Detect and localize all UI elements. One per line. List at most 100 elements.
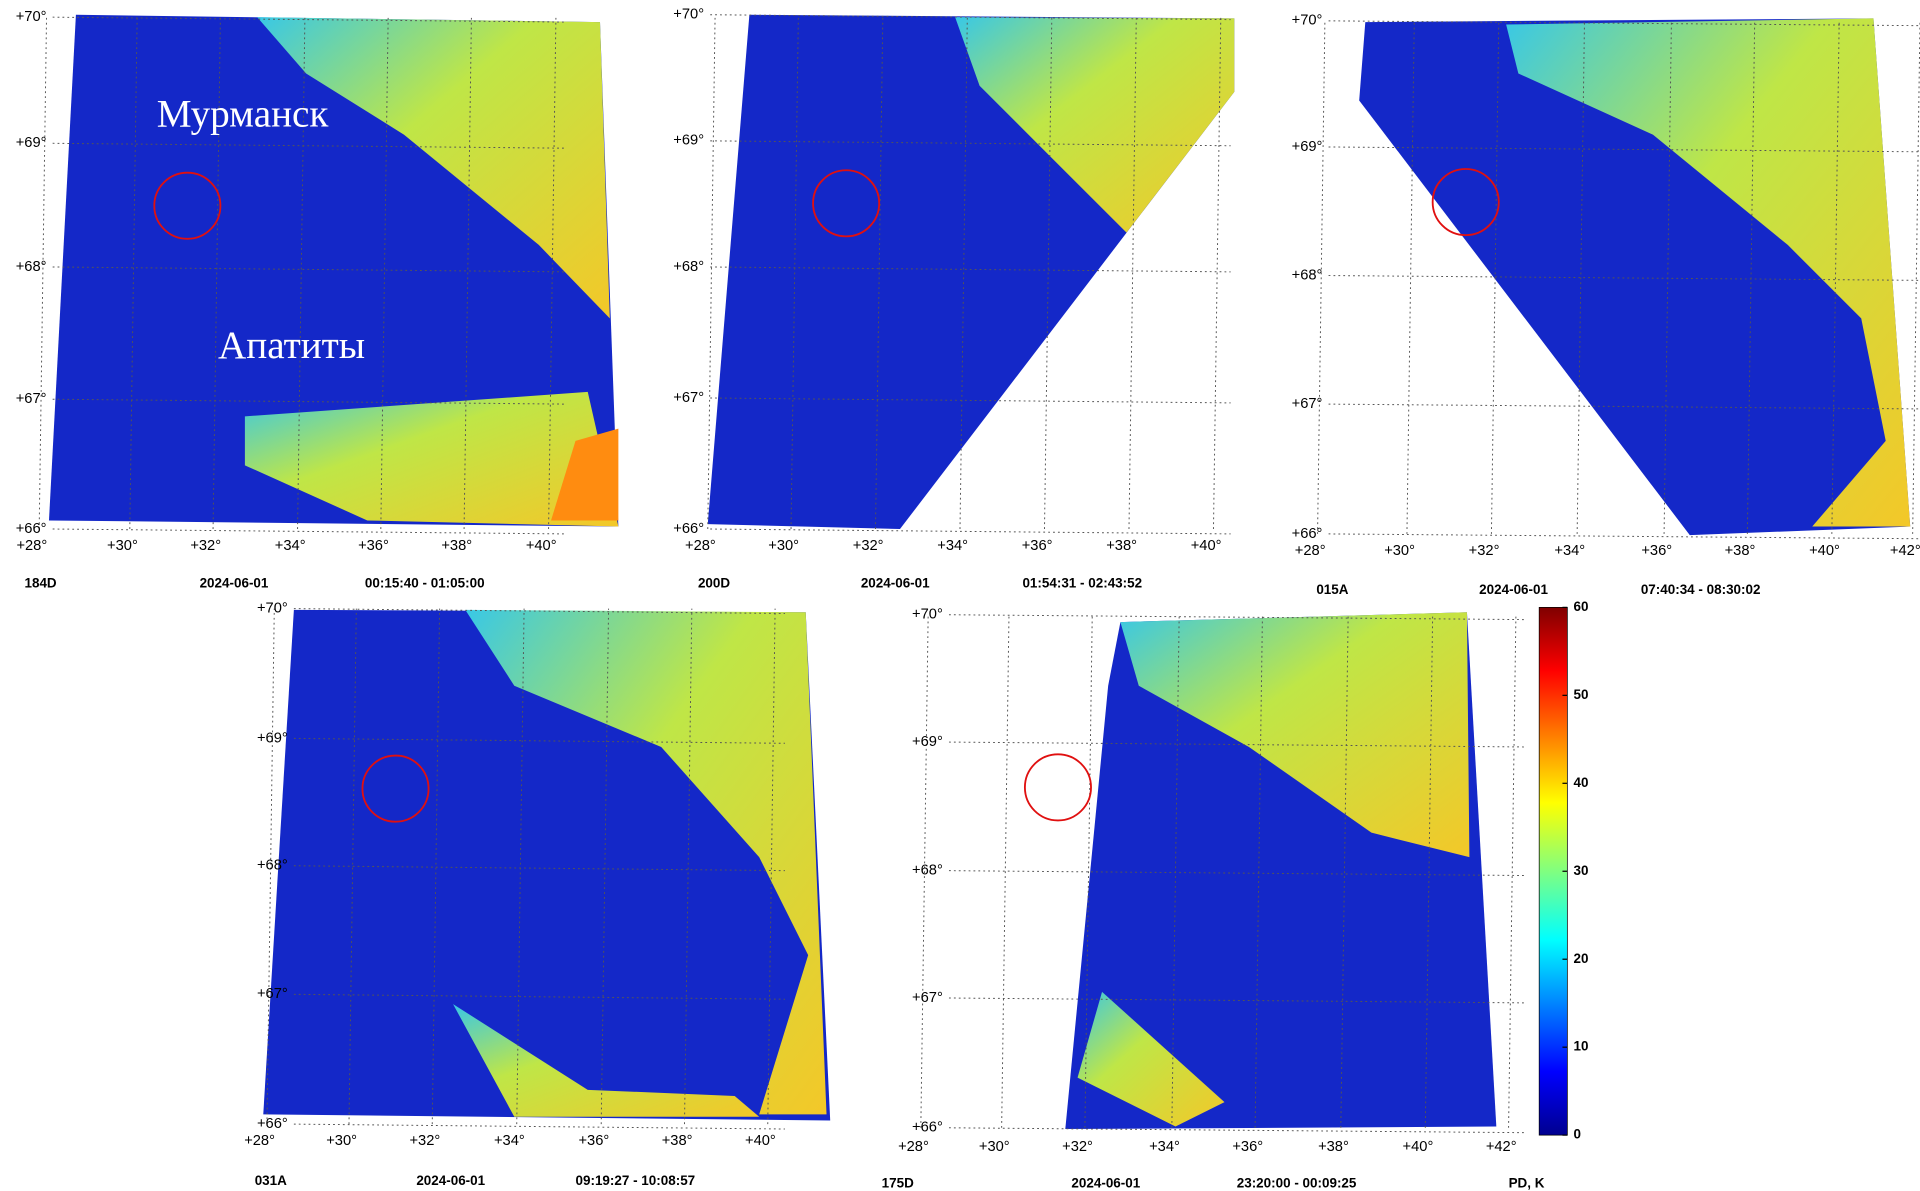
warm-region xyxy=(1120,612,1470,858)
footer-time: 01:54:31 - 02:43:52 xyxy=(1022,576,1142,591)
lon-label: +34° xyxy=(1149,1139,1180,1155)
meridian xyxy=(463,17,472,530)
lat-label: +67° xyxy=(673,390,704,406)
parallel xyxy=(52,266,566,273)
lon-label: +30° xyxy=(768,538,799,554)
lon-label: +32° xyxy=(1469,543,1500,559)
parallel xyxy=(948,997,1526,1004)
lon-label: +30° xyxy=(979,1139,1010,1155)
parallel xyxy=(293,1123,785,1130)
meridian xyxy=(1508,614,1517,1128)
lon-label: +38° xyxy=(662,1133,693,1149)
lon-label: +28° xyxy=(16,538,47,554)
colorbar-tick-label: 50 xyxy=(1573,687,1588,702)
lon-label: +28° xyxy=(685,538,716,554)
lat-label: +67° xyxy=(912,990,943,1006)
meridian xyxy=(1340,614,1349,1128)
warm-region xyxy=(955,17,1235,233)
lat-label: +66° xyxy=(16,521,47,537)
lon-label: +40° xyxy=(526,538,557,554)
lon-label: +32° xyxy=(1062,1139,1093,1155)
lat-label: +68° xyxy=(1292,267,1323,283)
footer-date: 2024-06-01 xyxy=(1071,1176,1140,1191)
footer-time: 00:15:40 - 01:05:00 xyxy=(365,576,485,591)
lat-label: +69° xyxy=(912,734,943,750)
parallel xyxy=(948,870,1526,877)
lon-label: +28° xyxy=(1295,543,1326,559)
lat-label: +66° xyxy=(1292,526,1323,542)
lat-label: +70° xyxy=(912,607,943,623)
parallel xyxy=(948,741,1526,748)
parallel xyxy=(710,397,1231,404)
footer-orbit: 015A xyxy=(1316,582,1348,597)
footer-date: 2024-06-01 xyxy=(200,576,269,591)
warm-region xyxy=(1506,18,1911,527)
lon-label: +40° xyxy=(1403,1139,1434,1155)
lat-label: +69° xyxy=(673,133,704,149)
meridian xyxy=(1084,614,1093,1128)
colorbar-tick-label: 20 xyxy=(1573,951,1588,966)
parallel xyxy=(1328,146,1920,153)
meridian xyxy=(1171,614,1180,1128)
lon-label: +34° xyxy=(494,1133,525,1149)
lat-label: +68° xyxy=(257,858,288,874)
lat-label: +70° xyxy=(257,600,288,616)
lon-label: +34° xyxy=(937,538,968,554)
lat-label: +70° xyxy=(1292,13,1323,29)
hot-region xyxy=(551,428,619,521)
parallel xyxy=(1328,20,1920,27)
lon-label: +36° xyxy=(578,1133,609,1149)
lon-label: +30° xyxy=(1384,543,1415,559)
lat-label: +69° xyxy=(16,135,47,151)
lat-label: +66° xyxy=(673,521,704,537)
meridian xyxy=(1001,614,1010,1128)
lon-label: +32° xyxy=(853,538,884,554)
meridian xyxy=(1663,20,1672,534)
footer-orbit: 200D xyxy=(698,576,730,591)
meridian xyxy=(38,17,48,530)
parallel xyxy=(52,142,566,149)
meridian xyxy=(1831,20,1840,534)
lon-label: +42° xyxy=(1486,1139,1517,1155)
colorbar-tick-label: 30 xyxy=(1573,863,1588,878)
parallel xyxy=(710,14,1231,21)
warm-region xyxy=(257,17,610,319)
meridian xyxy=(1317,20,1326,534)
lon-label: +38° xyxy=(1106,538,1137,554)
marker-circle xyxy=(153,171,222,240)
lat-label: +67° xyxy=(1292,396,1323,412)
lat-label: +70° xyxy=(673,7,704,23)
parallel xyxy=(52,398,566,405)
parallel xyxy=(710,140,1231,147)
lon-label: +36° xyxy=(1641,543,1672,559)
footer-date: 2024-06-01 xyxy=(416,1173,485,1188)
colorbar-tick-label: 0 xyxy=(1573,1127,1580,1142)
footer-time: 07:40:34 - 08:30:02 xyxy=(1641,582,1761,597)
city-label: Апатиты xyxy=(218,324,365,367)
parallel xyxy=(948,1127,1526,1134)
marker-circle xyxy=(812,169,881,238)
marker-circle xyxy=(1431,168,1500,237)
meridian xyxy=(1254,614,1263,1128)
meridian xyxy=(1424,614,1434,1128)
parallel xyxy=(1328,533,1920,540)
lon-label: +36° xyxy=(1022,538,1053,554)
lon-label: +30° xyxy=(326,1133,357,1149)
parallel xyxy=(52,16,566,23)
warm-region xyxy=(244,391,619,527)
meridian xyxy=(297,17,306,530)
footer-orbit: 031A xyxy=(255,1173,287,1188)
lat-label: +67° xyxy=(257,986,288,1002)
marker-circle xyxy=(361,754,430,823)
lat-label: +68° xyxy=(16,259,47,275)
meridian xyxy=(1406,20,1415,534)
parallel xyxy=(948,614,1526,621)
meridian xyxy=(1576,20,1585,534)
lat-label: +68° xyxy=(912,863,943,879)
colorbar-tick-label: 40 xyxy=(1573,775,1588,790)
footer-date: 2024-06-01 xyxy=(1479,582,1548,597)
lon-label: +36° xyxy=(1232,1139,1263,1155)
parallel xyxy=(1328,403,1920,410)
meridian xyxy=(1912,20,1920,534)
